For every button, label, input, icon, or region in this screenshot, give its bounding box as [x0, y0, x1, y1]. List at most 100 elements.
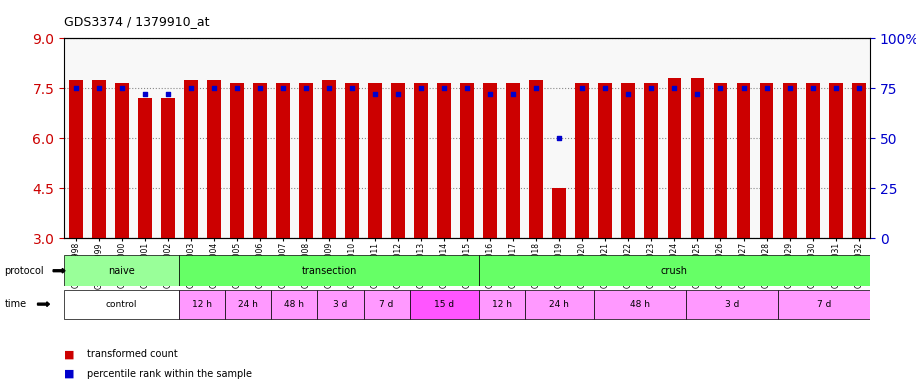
Text: 7 d: 7 d [817, 300, 832, 309]
Bar [207, 80, 221, 238]
Bar [253, 83, 267, 238]
Point [206, 85, 221, 91]
Bar [437, 83, 451, 238]
Bar [484, 83, 497, 238]
Bar [180, 255, 479, 286]
Point [92, 85, 106, 91]
Bar [299, 83, 313, 238]
Bar [114, 83, 128, 238]
Bar [69, 80, 82, 238]
Point [714, 85, 728, 91]
Text: ■: ■ [64, 349, 74, 359]
Bar [525, 290, 594, 319]
Text: transformed count: transformed count [87, 349, 178, 359]
Point [391, 91, 406, 98]
Bar [552, 188, 566, 238]
Text: 48 h: 48 h [630, 300, 649, 309]
Bar [621, 83, 636, 238]
Point [253, 85, 267, 91]
Text: percentile rank within the sample: percentile rank within the sample [87, 369, 252, 379]
Point [437, 85, 452, 91]
Bar [460, 83, 474, 238]
Bar [64, 290, 180, 319]
Bar [322, 80, 336, 238]
Text: control: control [106, 300, 137, 309]
Point [344, 85, 359, 91]
Text: 7 d: 7 d [379, 300, 394, 309]
Bar [759, 83, 773, 238]
Bar [714, 83, 727, 238]
Bar [414, 83, 428, 238]
Bar [184, 80, 198, 238]
Text: 48 h: 48 h [285, 300, 304, 309]
Point [276, 85, 290, 91]
Bar [364, 290, 409, 319]
Bar [529, 80, 543, 238]
Point [851, 85, 866, 91]
Point [621, 91, 636, 98]
Bar [598, 83, 612, 238]
Point [414, 85, 429, 91]
Point [598, 85, 613, 91]
Bar [391, 83, 405, 238]
Point [183, 85, 198, 91]
Text: GDS3374 / 1379910_at: GDS3374 / 1379910_at [64, 15, 210, 28]
Point [805, 85, 820, 91]
Bar [276, 83, 289, 238]
Text: time: time [5, 299, 27, 309]
Bar [829, 83, 843, 238]
Text: 3 d: 3 d [333, 300, 348, 309]
Point [322, 85, 336, 91]
Point [782, 85, 797, 91]
Bar [479, 255, 870, 286]
Text: 12 h: 12 h [192, 300, 213, 309]
Text: crush: crush [661, 266, 688, 276]
Bar [691, 78, 704, 238]
Bar [852, 83, 866, 238]
Point [137, 91, 152, 98]
Bar [137, 98, 152, 238]
Text: 24 h: 24 h [238, 300, 258, 309]
Bar [806, 83, 820, 238]
Text: 24 h: 24 h [550, 300, 569, 309]
Point [160, 91, 175, 98]
Bar [368, 83, 382, 238]
Point [690, 91, 704, 98]
Text: ■: ■ [64, 369, 74, 379]
Point [644, 85, 659, 91]
Bar [318, 290, 364, 319]
Point [759, 85, 774, 91]
Bar [782, 83, 797, 238]
Point [460, 85, 474, 91]
Bar [507, 83, 520, 238]
Bar [409, 290, 479, 319]
Bar [686, 290, 778, 319]
Point [483, 91, 497, 98]
Bar [736, 83, 750, 238]
Bar [225, 290, 271, 319]
Text: 15 d: 15 d [434, 300, 454, 309]
Point [506, 91, 520, 98]
Point [552, 135, 567, 141]
Text: naive: naive [108, 266, 135, 276]
Point [529, 85, 543, 91]
Point [114, 85, 129, 91]
Point [828, 85, 843, 91]
Text: 3 d: 3 d [725, 300, 739, 309]
Bar [645, 83, 659, 238]
Point [736, 85, 751, 91]
Point [299, 85, 313, 91]
Bar [271, 290, 318, 319]
Point [69, 85, 83, 91]
Point [667, 85, 682, 91]
Bar [230, 83, 244, 238]
Bar [594, 290, 686, 319]
Bar [92, 80, 105, 238]
Text: 12 h: 12 h [492, 300, 512, 309]
Text: protocol: protocol [5, 266, 44, 276]
Bar [345, 83, 359, 238]
Point [575, 85, 590, 91]
Point [367, 91, 382, 98]
Text: transection: transection [301, 266, 356, 276]
Bar [161, 98, 175, 238]
